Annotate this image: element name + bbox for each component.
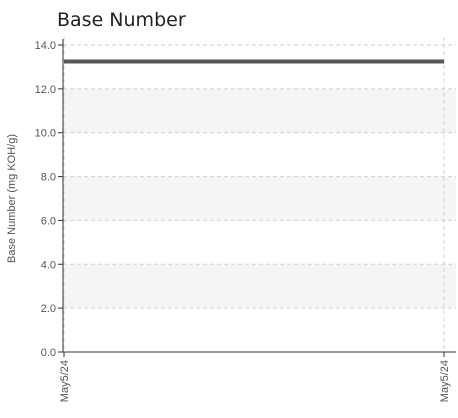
y-tick-label: 10.0: [35, 128, 56, 140]
y-tick-label: 2.0: [41, 303, 56, 315]
y-tick-label: 6.0: [41, 215, 56, 227]
grid-band: [63, 264, 456, 309]
x-tick-label: May5/24: [439, 360, 451, 402]
x-tick-label: May5/24: [59, 360, 71, 402]
y-axis-title: Base Number (mg KOH/g): [6, 134, 18, 263]
y-tick-label: 0.0: [41, 347, 56, 359]
y-tick-label: 14.0: [35, 40, 56, 52]
y-tick-label: 12.0: [35, 84, 56, 96]
grid-band: [63, 88, 456, 133]
y-tick-label: 8.0: [41, 172, 56, 184]
y-tick-label: 4.0: [41, 259, 56, 271]
chart-title: Base Number: [57, 9, 186, 31]
grid-band: [63, 176, 456, 221]
